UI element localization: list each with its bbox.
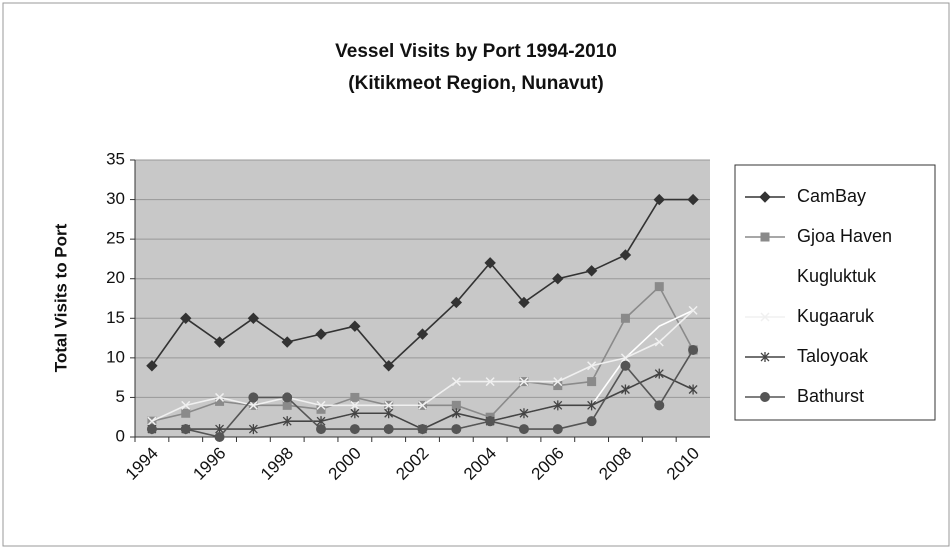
point <box>248 424 258 435</box>
point <box>620 384 630 395</box>
point <box>214 432 225 442</box>
point <box>485 416 496 427</box>
point <box>451 408 461 419</box>
point <box>518 296 530 309</box>
point <box>316 424 327 435</box>
point <box>484 257 496 269</box>
point <box>316 400 326 410</box>
point <box>760 312 770 322</box>
point <box>585 265 598 277</box>
point <box>553 381 563 391</box>
point <box>416 328 429 340</box>
point <box>586 416 597 427</box>
legend-label: Gjoa Haven <box>797 226 892 246</box>
point <box>654 282 664 292</box>
point <box>350 408 360 419</box>
point <box>654 337 664 347</box>
point <box>282 392 293 403</box>
point <box>587 377 597 387</box>
point <box>282 416 292 427</box>
point <box>450 296 463 309</box>
point <box>620 313 630 323</box>
point <box>349 424 360 435</box>
point <box>282 400 292 410</box>
point <box>350 392 360 402</box>
point <box>759 191 771 203</box>
legend-label: Taloyoak <box>797 346 869 366</box>
point <box>247 312 260 324</box>
point <box>384 400 394 410</box>
series <box>147 305 698 426</box>
point <box>518 424 529 435</box>
point <box>451 377 461 387</box>
point <box>688 384 698 395</box>
point <box>349 320 361 332</box>
legend-label: Bathurst <box>797 386 864 406</box>
point <box>485 377 495 387</box>
point <box>315 328 327 340</box>
point <box>451 400 461 410</box>
legend <box>734 164 936 421</box>
point <box>248 400 258 410</box>
y-tick-label: 10 <box>106 347 125 366</box>
point <box>760 392 770 402</box>
point <box>350 400 360 410</box>
point <box>281 336 293 348</box>
point <box>653 193 665 206</box>
point <box>620 353 630 363</box>
point <box>181 408 191 418</box>
point <box>384 408 394 419</box>
y-tick-label: 30 <box>106 189 125 208</box>
point <box>688 344 699 355</box>
point <box>181 400 191 410</box>
y-axis-label: Total Visits to Port <box>51 223 70 372</box>
point <box>146 360 158 372</box>
point <box>619 249 632 261</box>
point <box>553 377 563 387</box>
point <box>553 400 563 411</box>
y-tick-label: 15 <box>106 308 125 327</box>
point <box>316 404 326 414</box>
y-tick-label: 35 <box>106 149 125 168</box>
chart-title: Vessel Visits by Port 1994-2010 <box>335 41 617 62</box>
point <box>248 392 259 403</box>
point <box>654 400 665 411</box>
point <box>451 424 462 435</box>
point <box>552 273 564 285</box>
point <box>383 424 394 435</box>
point <box>620 360 631 371</box>
point <box>587 400 597 411</box>
legend-label: Kugluktuk <box>797 266 877 286</box>
point <box>654 368 664 379</box>
point <box>180 424 191 435</box>
chart-subtitle: (Kitikmeot Region, Nunavut) <box>348 73 603 94</box>
point <box>215 392 225 402</box>
series <box>146 193 699 372</box>
plot-area <box>135 160 710 437</box>
point <box>519 408 529 419</box>
series <box>146 344 699 442</box>
point <box>147 416 157 426</box>
y-tick-label: 5 <box>116 387 125 406</box>
y-tick-label: 0 <box>116 426 125 445</box>
point <box>213 336 226 348</box>
point <box>180 312 192 324</box>
y-tick-label: 25 <box>106 229 125 248</box>
point <box>687 193 699 206</box>
legend-label: Kugaaruk <box>797 306 875 326</box>
point <box>688 305 698 315</box>
point <box>382 360 395 372</box>
point <box>552 424 563 435</box>
y-tick-label: 20 <box>106 268 125 287</box>
point <box>417 400 428 410</box>
point <box>146 424 157 435</box>
legend-label: CamBay <box>797 186 866 206</box>
point <box>587 361 597 371</box>
point <box>519 377 529 387</box>
point <box>760 232 770 242</box>
point <box>417 424 428 435</box>
point <box>760 352 770 362</box>
